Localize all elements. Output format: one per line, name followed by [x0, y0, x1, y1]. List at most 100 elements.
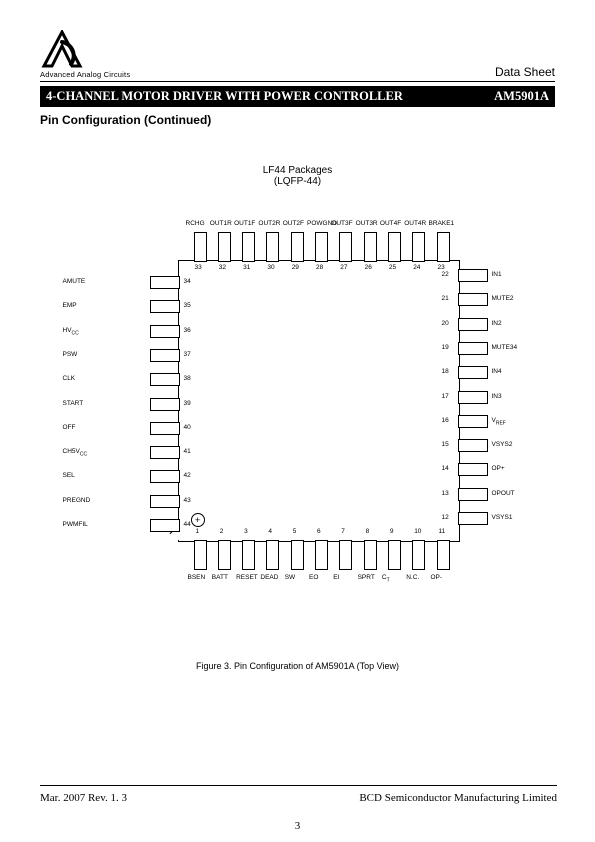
- chip-lead: [242, 232, 255, 262]
- chip-lead: [458, 269, 488, 282]
- pin-label: OPOUT: [492, 490, 515, 497]
- pin-label: CH5VCC: [63, 448, 144, 457]
- pin-number: 6: [317, 528, 321, 535]
- pin-label: BRAKE1: [429, 220, 455, 227]
- footer-company: BCD Semiconductor Manufacturing Limited: [359, 792, 557, 804]
- pin-number: 7: [341, 528, 345, 535]
- chip-lead: [458, 318, 488, 331]
- pin-label: CLK: [63, 375, 144, 382]
- pin-number: 8: [366, 528, 370, 535]
- chip-lead: [194, 232, 207, 262]
- chip-lead: [266, 232, 279, 262]
- pin-number: 24: [413, 264, 420, 271]
- pin-number: 14: [442, 465, 449, 472]
- chip-lead: [339, 540, 352, 570]
- pin-label: EMP: [63, 302, 144, 309]
- company-logo-icon: [40, 30, 84, 68]
- header-row: Advanced Analog Circuits Data Sheet: [40, 30, 555, 82]
- chip-lead: [218, 232, 231, 262]
- pin-number: 16: [442, 417, 449, 424]
- pin-number: 11: [439, 528, 446, 535]
- chip-lead: [339, 232, 352, 262]
- pin-label: MUTE34: [492, 344, 518, 351]
- chip-lead: [150, 325, 180, 338]
- pin-label: PSW: [63, 351, 144, 358]
- pin-number: 2: [220, 528, 224, 535]
- pinout-diagram: +34AMUTE35EMP36HVCC37PSW38CLK39START40OF…: [63, 205, 533, 625]
- pin-label: OUT3F: [331, 220, 352, 227]
- part-number: AM5901A: [494, 89, 549, 104]
- pin-number: 20: [442, 320, 449, 327]
- figure-caption: Figure 3. Pin Configuration of AM5901A (…: [40, 661, 555, 671]
- pin-label: VREF: [492, 417, 506, 426]
- chip-lead: [266, 540, 279, 570]
- pin-number: 26: [365, 264, 372, 271]
- pin-label: EI: [333, 574, 339, 581]
- pin-label: RESET: [236, 574, 258, 581]
- pin-number: 25: [389, 264, 396, 271]
- pin-label: OP+: [492, 465, 505, 472]
- chip-lead: [291, 540, 304, 570]
- pin-label: IN1: [492, 271, 502, 278]
- pin-label: IN2: [492, 320, 502, 327]
- pin-number: 32: [219, 264, 226, 271]
- pin-number: 10: [414, 528, 421, 535]
- pin-number: 4: [268, 528, 272, 535]
- chip-lead: [458, 293, 488, 306]
- pin-number: 30: [267, 264, 274, 271]
- doc-title: 4-CHANNEL MOTOR DRIVER WITH POWER CONTRO…: [46, 89, 403, 104]
- chip-lead: [315, 232, 328, 262]
- pin-label: OUT1R: [210, 220, 232, 227]
- company-logo-block: Advanced Analog Circuits: [40, 30, 130, 79]
- pin-number: 34: [184, 278, 191, 285]
- chip-lead: [218, 540, 231, 570]
- pin-label: DEAD: [260, 574, 278, 581]
- chip-lead: [388, 540, 401, 570]
- chip-lead: [437, 540, 450, 570]
- pin-number: 38: [184, 375, 191, 382]
- pin-number: 29: [292, 264, 299, 271]
- pin-number: 3: [244, 528, 248, 535]
- chip-lead: [150, 373, 180, 386]
- pin-label: VSYS2: [492, 441, 513, 448]
- pin-label: MUTE2: [492, 295, 514, 302]
- section-title: Pin Configuration (Continued): [40, 113, 555, 127]
- pin-label: IN4: [492, 368, 502, 375]
- chip-lead: [458, 488, 488, 501]
- pin-label: HVCC: [63, 327, 144, 336]
- pin-number: 5: [293, 528, 297, 535]
- pin-number: 31: [243, 264, 250, 271]
- pin-label: OUT1F: [234, 220, 255, 227]
- footer-rule: [40, 785, 557, 786]
- pin-label: SEL: [63, 472, 144, 479]
- pin-label: RCHG: [186, 220, 205, 227]
- pin-number: 43: [184, 497, 191, 504]
- chip-lead: [194, 540, 207, 570]
- package-heading: LF44 Packages (LQFP-44): [40, 165, 555, 187]
- chip-lead: [412, 540, 425, 570]
- chip-lead: [412, 232, 425, 262]
- pin-label: SPRT: [358, 574, 375, 581]
- pin-label: OP-: [431, 574, 443, 581]
- chip-lead: [150, 276, 180, 289]
- pin-number: 35: [184, 302, 191, 309]
- pin-number: 33: [195, 264, 202, 271]
- pin-number: 13: [442, 490, 449, 497]
- pin-label: OUT4F: [380, 220, 401, 227]
- pin-label: VSYS1: [492, 514, 513, 521]
- pin-number: 1: [196, 528, 200, 535]
- pin-number: 12: [442, 514, 449, 521]
- pin-number: 27: [340, 264, 347, 271]
- footer-row: Mar. 2007 Rev. 1. 3 BCD Semiconductor Ma…: [40, 792, 557, 804]
- pin-number: 44: [184, 521, 191, 528]
- pin-number: 15: [442, 441, 449, 448]
- chip-lead: [150, 519, 180, 532]
- chip-body: [178, 260, 460, 542]
- pin-number: 18: [442, 368, 449, 375]
- chip-lead: [150, 495, 180, 508]
- pin-label: PWMFIL: [63, 521, 144, 528]
- pin-number: 23: [438, 264, 445, 271]
- pin-label: N.C.: [406, 574, 419, 581]
- pin-number: 42: [184, 472, 191, 479]
- chip-lead: [150, 349, 180, 362]
